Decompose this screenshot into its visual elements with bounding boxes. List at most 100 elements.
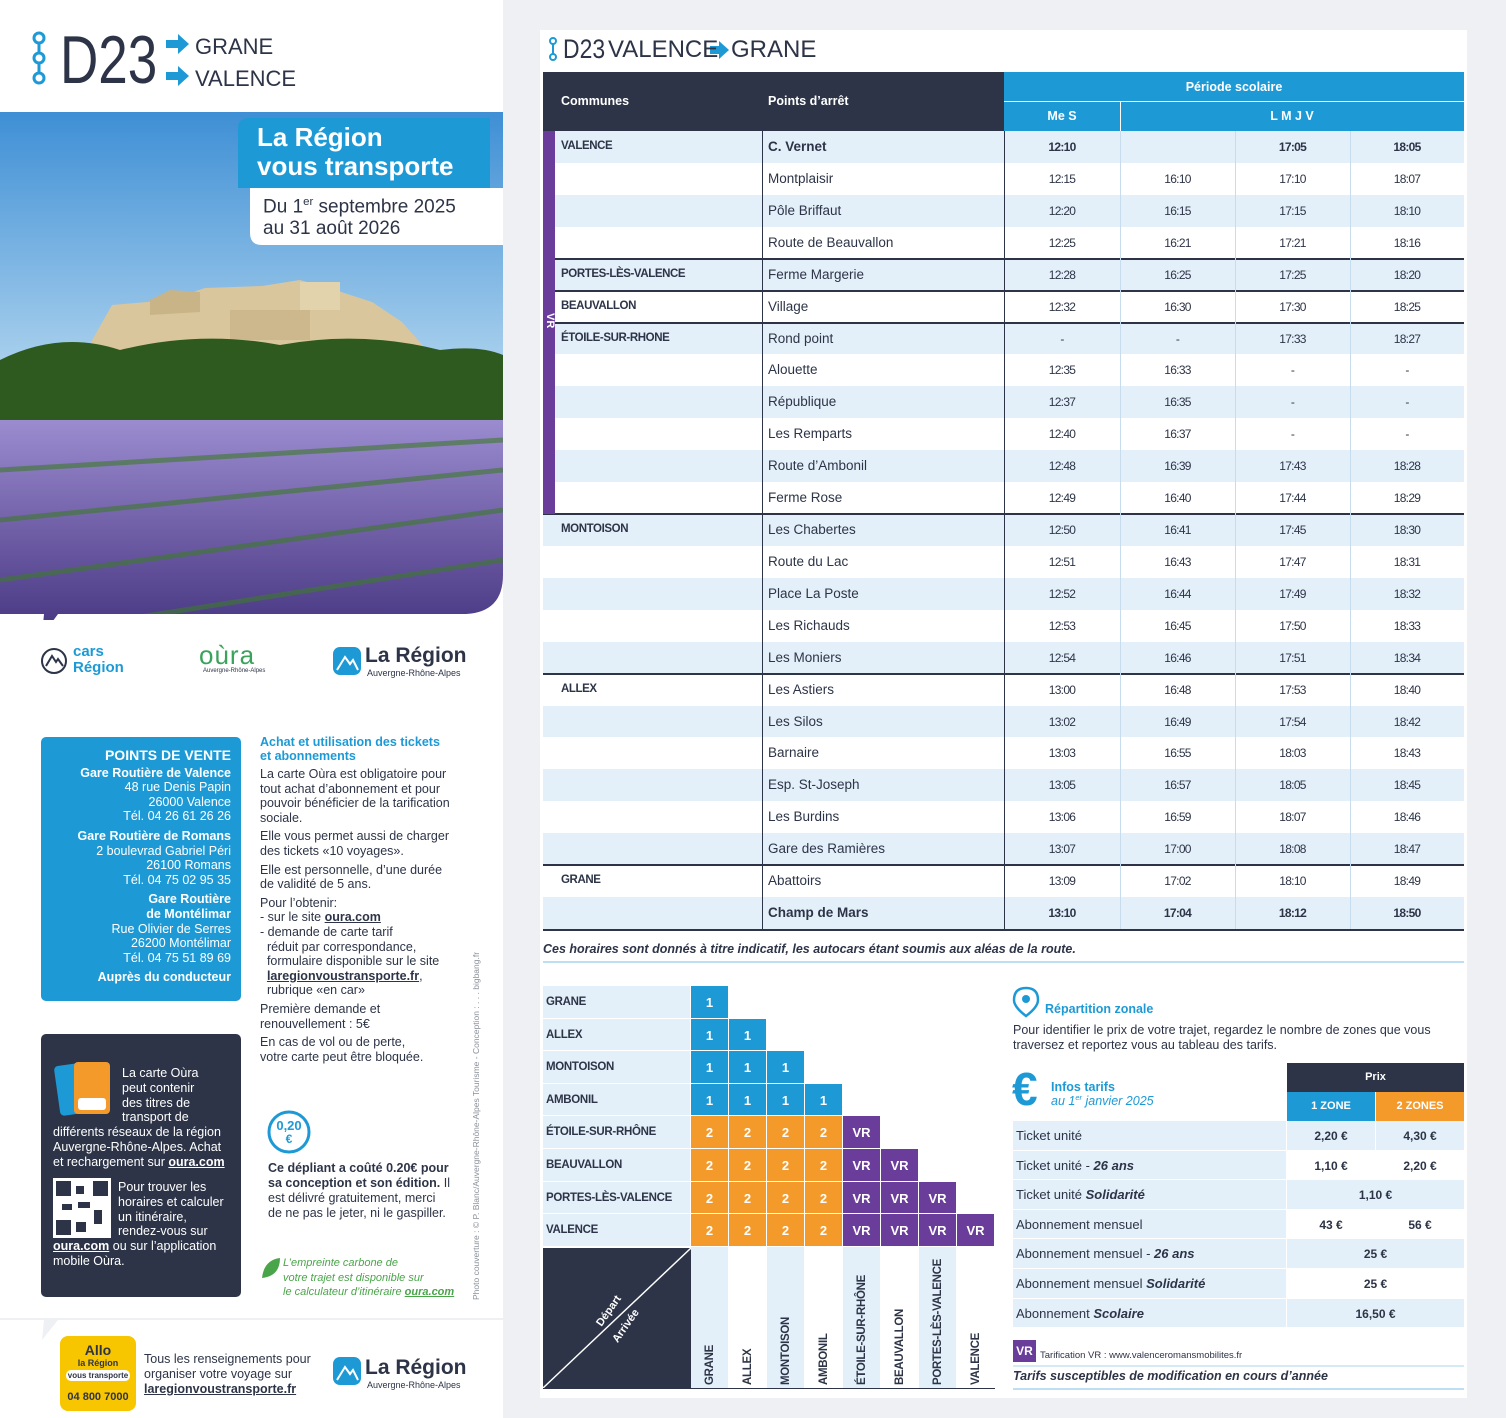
departure-time: 18:07 xyxy=(1393,171,1421,186)
row-band xyxy=(543,482,1464,515)
zone-value: 2 xyxy=(705,1158,714,1173)
card-text: Pour trouver les xyxy=(118,1180,207,1194)
departure-time: 16:45 xyxy=(1164,618,1191,633)
cost-line: Ce dépliant a coûté 0.20€ pour xyxy=(268,1161,449,1175)
zone-value: 2 xyxy=(743,1125,752,1141)
zone-cell xyxy=(767,1214,804,1246)
arrows xyxy=(166,34,189,86)
departure-time: 12:54 xyxy=(1048,650,1076,665)
fare-label-cell xyxy=(1013,1298,1286,1328)
departure-time: 17:54 xyxy=(1279,714,1306,729)
zone-column-label: AMBONIL xyxy=(818,1333,830,1385)
departure-time: 16:43 xyxy=(1164,554,1191,569)
departure-time: 17:15 xyxy=(1279,203,1306,218)
card-text: mobile Oùra. xyxy=(53,1253,125,1268)
text-run: Abonnement xyxy=(1016,1305,1094,1321)
card-text: transport de xyxy=(122,1110,189,1125)
departure-time: 18:03 xyxy=(1279,746,1306,761)
departure-time: 18:46 xyxy=(1393,810,1421,825)
departure-time: 12:50 xyxy=(1048,523,1076,538)
fare-price: 1,10 € xyxy=(1358,1188,1393,1203)
vr-text: Tarification VR : www.valenceromansmobil… xyxy=(1040,1350,1243,1361)
text-run: oura.com xyxy=(404,1286,455,1298)
qr-code xyxy=(53,1178,111,1238)
column-header: Points d’arrêt xyxy=(768,94,849,108)
departure-time: 13:02 xyxy=(1048,714,1076,729)
departure-time: 17:25 xyxy=(1279,267,1306,282)
text-run: laregionvoustransporte.fr xyxy=(144,1382,297,1396)
zone-cell xyxy=(767,1181,804,1214)
purchase-line: votre carte peut être bloquée. xyxy=(260,1049,424,1064)
sales-name: de Montélimar xyxy=(146,906,231,921)
departure-time: 13:05 xyxy=(1048,778,1076,793)
column-header: Communes xyxy=(561,94,630,108)
departure-time: 17:49 xyxy=(1279,586,1306,601)
fare-label: Ticket unité - 26 ans xyxy=(1016,1158,1134,1173)
sales-line: Tél. 04 26 61 26 26 xyxy=(123,809,231,824)
row-band xyxy=(543,545,1464,578)
departure-time: 12:49 xyxy=(1048,491,1076,506)
zone-cell xyxy=(691,1116,728,1148)
zone-value: 2 xyxy=(819,1158,828,1173)
zone-value: 1 xyxy=(705,995,714,1010)
departure-time: 18:07 xyxy=(1279,810,1306,825)
fare-label-cell xyxy=(1013,1121,1286,1150)
zone-value: 1 xyxy=(705,1060,714,1076)
stop-name: Route d’Ambonil xyxy=(768,458,868,474)
zone-value: VR xyxy=(890,1223,909,1239)
price-head xyxy=(1287,1063,1464,1092)
departure-time: 18:20 xyxy=(1393,267,1421,282)
departure-time: 16:57 xyxy=(1164,778,1191,793)
departure-time: 18:32 xyxy=(1393,586,1421,601)
table-title-from: VALENCE xyxy=(608,36,719,63)
fare-label-cell xyxy=(1013,1239,1286,1268)
text-run: Ticket unité xyxy=(1016,1128,1082,1143)
leaf-icon xyxy=(262,1258,280,1278)
euro-icon: € xyxy=(1012,1063,1038,1115)
text-run: oura.com xyxy=(53,1239,110,1253)
zone-value: 2 xyxy=(743,1223,752,1239)
purchase-line: des tickets «10 voyages». xyxy=(260,843,404,858)
departure-time: 16:41 xyxy=(1164,523,1191,538)
zone-cell xyxy=(729,1018,766,1051)
departure-time: 17:02 xyxy=(1164,874,1191,889)
allo-title: Allo xyxy=(84,1342,112,1358)
departure-time: - xyxy=(1060,331,1064,346)
footer-notch xyxy=(0,1318,503,1340)
stop-name: République xyxy=(768,394,837,410)
text-run: au 1 xyxy=(1051,1094,1076,1109)
purchase-line: - demande de carte tarif xyxy=(260,924,393,939)
allo-sub: la Région xyxy=(77,1358,119,1368)
stop-name: Les Chabertes xyxy=(768,522,856,538)
group-rule xyxy=(543,513,1464,516)
departure-time: 12:52 xyxy=(1048,586,1076,601)
zone-label-cell xyxy=(543,1149,690,1181)
text-run xyxy=(260,969,267,983)
banner-box xyxy=(238,118,490,188)
purchase-line: formulaire disponible sur le site xyxy=(260,954,440,969)
purchase-line: rubrique «en car» xyxy=(260,983,365,998)
zone-label-cell xyxy=(543,1083,690,1116)
destination: GRANE xyxy=(195,34,274,59)
card-text: un itinéraire, xyxy=(118,1209,187,1224)
zone-column-label: GRANE xyxy=(704,1344,716,1385)
cost-currency: € xyxy=(285,1132,293,1146)
fare-label-cell xyxy=(1013,1209,1286,1239)
zone-cell xyxy=(805,1116,842,1148)
zone-cell xyxy=(691,1051,728,1083)
zone-value: VR xyxy=(890,1158,909,1173)
cost-amount: 0,20 xyxy=(276,1118,302,1133)
departure-time: 16:30 xyxy=(1164,299,1191,314)
vr-bar xyxy=(543,131,555,515)
card-text: horaires et calculer xyxy=(118,1194,224,1209)
zone-cell xyxy=(805,1083,842,1116)
zone-column-label: BEAUVALLON xyxy=(894,1308,906,1385)
departure-time: 16:15 xyxy=(1164,203,1191,218)
zone-cell xyxy=(691,986,728,1018)
cost-line: sa conception et son édition. Il xyxy=(268,1176,450,1190)
departure-time: 17:04 xyxy=(1163,906,1192,921)
row-band xyxy=(543,258,1464,291)
departure-time: 18:28 xyxy=(1393,459,1421,474)
card-text: peut contenir xyxy=(122,1080,195,1095)
fare-price-cell xyxy=(1287,1150,1375,1180)
